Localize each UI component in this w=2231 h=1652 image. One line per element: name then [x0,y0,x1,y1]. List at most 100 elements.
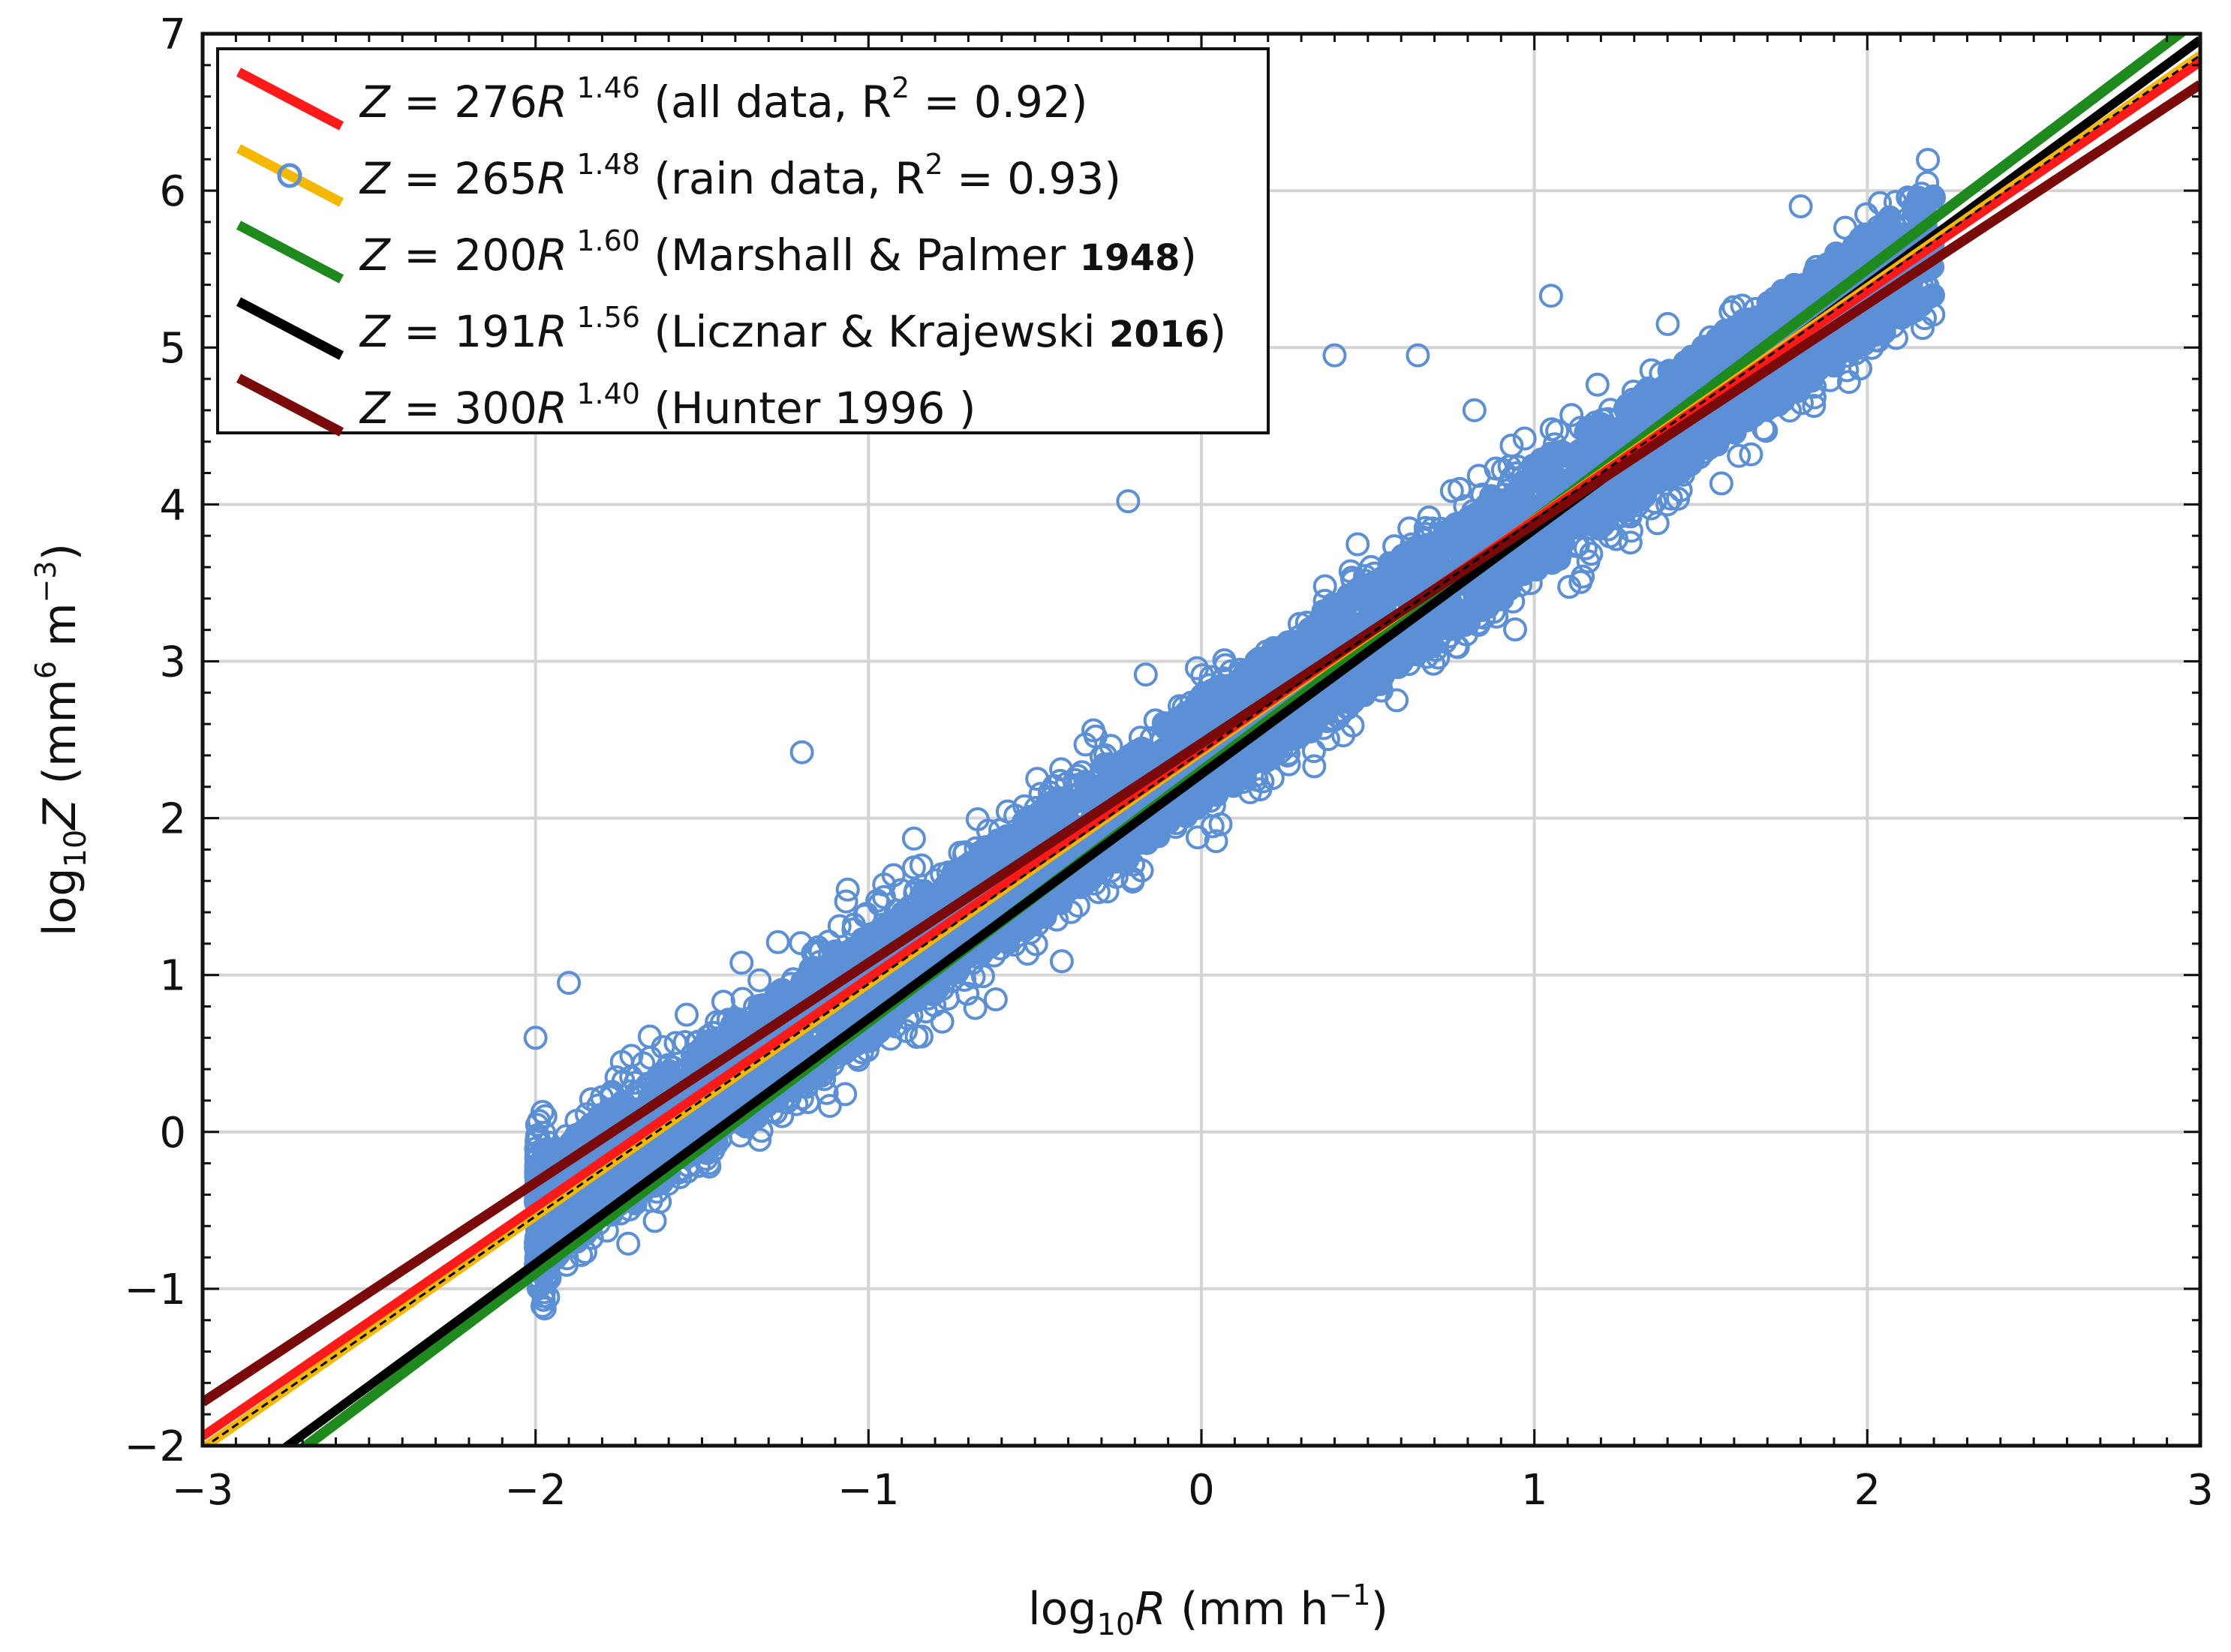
scatter-point [1589,430,1614,454]
scatter-point [611,1089,636,1114]
scatter-point [642,1209,667,1233]
scatter-point [1866,305,1891,330]
scatter-point [827,914,852,939]
legend-r: R [537,383,567,434]
scatter-point [1017,804,1042,829]
legend-z: Z [359,77,391,128]
scatter-point [1153,716,1178,741]
legend-rain-data-marker [277,163,302,188]
scatter-point [1273,638,1298,662]
legend-r: R [537,230,567,281]
legend-z: Z [359,383,391,434]
y-tick-label: 2 [159,795,186,844]
x-tick-label: −2 [504,1466,567,1515]
legend-rain-data-label: Z = 265R 1.48 (rain data, R2 = 0.93) [359,148,1121,204]
scatter-point [526,1126,551,1151]
scatter-point [1890,305,1914,330]
line-hunter [203,80,2200,1407]
x-tick-labels: −3 −2 −1 0 1 2 3 [172,1466,2214,1515]
scatter-point [1204,829,1228,854]
scatter-point [726,1008,750,1032]
y-axis-title-close: ) [34,543,86,560]
scatter-point [855,1029,879,1053]
scatter-point [1615,392,1640,417]
scatter-point [1146,824,1171,849]
scatter-point [904,1025,929,1049]
scatter-point [765,930,790,954]
scatter-point [881,863,906,888]
scatter-point [1302,754,1327,779]
scatter-point [1533,472,1558,497]
scatter-point [543,1217,567,1242]
x-tick-label: 3 [2187,1466,2214,1515]
scatter-point [1567,442,1592,467]
legend-licznar-krajewski-label: Z = 191R 1.56 (Licznar & Krajewski 2016) [359,301,1226,357]
scatter-point [1174,704,1198,728]
scatter-point [1464,588,1489,613]
scatter-point [1539,451,1564,476]
y-tick-label: 1 [159,952,186,1001]
scatter-outlier [1655,492,1680,517]
y-tick-label: −1 [124,1266,186,1314]
scatter-point [1916,148,1941,173]
scatter-point [1720,317,1745,341]
legend-licznar-krajewski-swatch [236,297,344,360]
legend-r: R [537,153,567,204]
legend-note: (all data, R [640,77,891,128]
legend-exponent: 1.56 [567,301,640,334]
legend-exponent: 1.48 [567,148,640,181]
scatter-point [1225,758,1249,782]
x-tick-label: 0 [1188,1466,1215,1515]
scatter-point [909,853,934,878]
scatter-point [802,957,827,982]
legend-note-end: ) [1180,230,1197,281]
scatter-point [1811,272,1836,297]
scatter-point [1503,617,1527,641]
scatter-point [1248,737,1273,762]
scatter-point [1421,542,1446,567]
y-tick-label: 0 [159,1109,186,1158]
x-axis-title-sub: 10 [1096,1608,1135,1642]
scatter-point [1802,394,1827,418]
scatter-point [631,1051,656,1076]
x-tick-label: 1 [1521,1466,1548,1515]
legend-r: R [537,77,567,128]
legend-box [216,47,1270,434]
scatter-point [1512,470,1537,494]
y-tick-label: 3 [159,638,186,686]
legend-exponent: 1.60 [567,224,640,257]
scatter-point [1497,577,1521,602]
scatter-outlier [557,971,582,996]
scatter-point [1658,467,1682,491]
legend-note-end: = 0.92) [910,77,1087,128]
scatter-point [1484,510,1508,535]
scatter-point [1856,222,1881,247]
y-tick-label: 6 [159,167,186,216]
scatter-point [1346,577,1370,602]
legend-year: 1948 [1080,237,1180,279]
legend-coef: = 276 [390,77,537,128]
legend-z: Z [359,306,391,357]
y-axis-title-unit: (mm [34,679,86,798]
y-axis-title-prefix: log [34,868,86,936]
scatter-point [1727,443,1751,468]
legend-hunter-swatch [236,374,344,437]
scatter-point [1034,792,1059,817]
scatter-point [955,981,980,1006]
legend-exponent: 1.40 [567,377,640,410]
scatter-point [971,964,995,989]
scatter-point [1466,464,1491,488]
scatter-outlier [1116,489,1141,514]
scatter-point [878,1011,902,1036]
scatter-point [1512,426,1537,451]
y-tick-label: 4 [159,481,186,530]
scatter-point [1190,686,1215,711]
scatter-point [872,885,896,909]
scatter-point [1636,376,1661,401]
scatter-point [1715,415,1740,440]
scatter-point [1539,417,1564,442]
scatter-point [1816,339,1841,364]
legend-all-data-swatch [236,68,344,131]
legend-note: (Licznar & Krajewski [640,306,1109,357]
